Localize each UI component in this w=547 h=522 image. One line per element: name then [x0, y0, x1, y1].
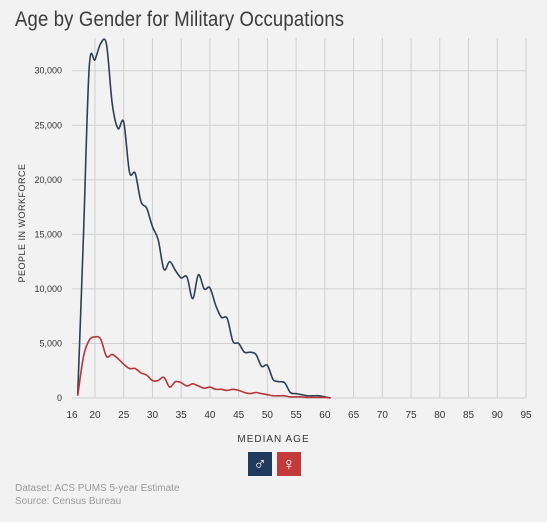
y-tick-label: 30,000 [34, 66, 62, 76]
gender-legend: ♂ ♀ [248, 452, 301, 476]
x-tick-label: 85 [463, 410, 475, 421]
x-tick-label: 20 [89, 410, 101, 421]
x-tick-label: 30 [147, 410, 159, 421]
grid [72, 38, 527, 399]
x-tick-label: 50 [262, 410, 274, 421]
male-filter-button[interactable]: ♂ [248, 452, 272, 476]
source-note: Source: Census Bureau [15, 496, 122, 507]
series-line-male [76, 38, 331, 399]
series-line-female [76, 335, 331, 399]
x-tick-label: 65 [348, 410, 360, 421]
y-tick-label: 25,000 [34, 120, 62, 130]
line-chart: 0 5,000 10,000 15,000 20,000 25,000 30,000 16 2… [17, 38, 532, 421]
x-tick-label: 55 [291, 410, 303, 421]
male-symbol-icon: ♂ [253, 454, 267, 474]
x-tick-label: 45 [233, 410, 245, 421]
y-tick-label: 10,000 [34, 284, 62, 294]
x-tick-label: 95 [520, 410, 532, 421]
y-tick-label: 5,000 [39, 338, 62, 348]
x-axis-label: MEDIAN AGE [237, 434, 310, 445]
x-tick-label: 90 [492, 410, 504, 421]
series-lines [76, 38, 331, 399]
x-tick-label: 80 [434, 410, 446, 421]
y-tick-label: 20,000 [34, 175, 62, 185]
y-tick-label: 0 [57, 393, 62, 403]
x-tick-label: 25 [118, 410, 130, 421]
chart-title: Age by Gender for Military Occupations [15, 8, 345, 31]
y-axis-label: PEOPLE IN WORKFORCE [17, 163, 27, 282]
x-tick-label: 40 [204, 410, 216, 421]
female-filter-button[interactable]: ♀ [277, 452, 301, 476]
x-tick-label: 35 [176, 410, 188, 421]
dataset-note: Dataset: ACS PUMS 5-year Estimate [15, 483, 180, 494]
x-tick-label: 60 [319, 410, 331, 421]
x-tick-label: 16 [66, 410, 78, 421]
female-symbol-icon: ♀ [282, 454, 296, 474]
footer: Dataset: ACS PUMS 5-year Estimate Source… [15, 482, 180, 508]
x-axis-ticks: 16 20 25 30 35 40 45 50 55 60 65 70 75 80 85 90 95 [66, 410, 532, 421]
y-axis-ticks: 0 5,000 10,000 15,000 20,000 25,000 30,000 [34, 66, 62, 403]
x-tick-label: 70 [377, 410, 389, 421]
y-tick-label: 15,000 [34, 229, 62, 239]
x-tick-label: 75 [406, 410, 418, 421]
